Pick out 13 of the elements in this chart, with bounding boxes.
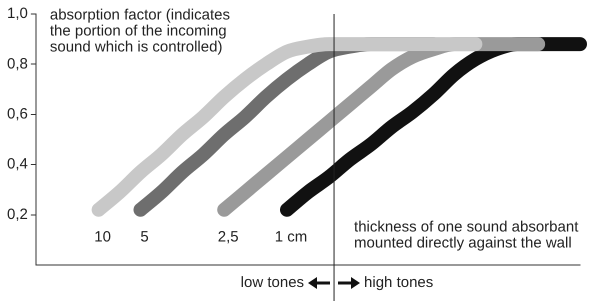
series-label: 10	[94, 228, 111, 246]
annotation: thickness of one sound absorbant mounted directly against the wall	[354, 218, 580, 252]
series-label: 1 cm	[274, 228, 308, 246]
text: low tones	[240, 274, 304, 292]
series-label: 5	[140, 228, 149, 246]
text: high tones	[364, 274, 434, 292]
y-tick-label: 1,0	[6, 5, 28, 22]
y-axis-title: absorption factor (indicates the portion of the incoming sound which is controlled)	[50, 6, 230, 56]
y-tick-label: 0,6	[6, 106, 28, 123]
y-tick-label: 0,4	[6, 156, 28, 173]
y-tick-label: 0,2	[6, 206, 28, 223]
y-tick-label: 0,8	[6, 55, 28, 72]
series-label: 2,5	[218, 228, 239, 246]
